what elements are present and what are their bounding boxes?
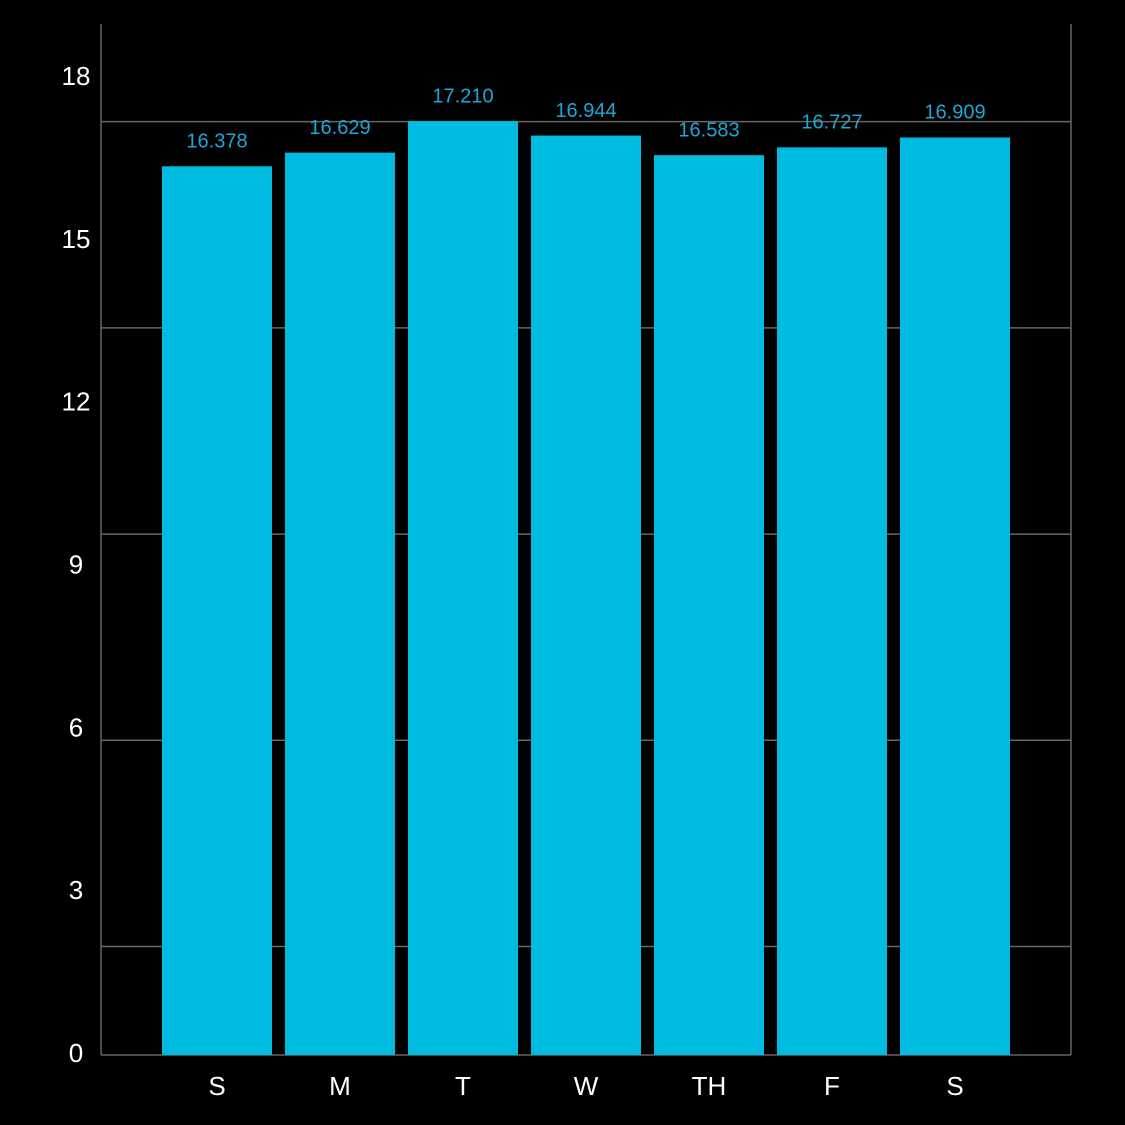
y-tick-label: 12 (62, 387, 91, 417)
x-tick-label: TH (692, 1071, 727, 1101)
bar (900, 137, 1010, 1056)
value-label: 16.909 (924, 102, 985, 124)
y-tick-label: 18 (62, 61, 91, 91)
value-label: 16.727 (801, 112, 862, 134)
bar (408, 121, 518, 1056)
x-tick-label: S (946, 1071, 963, 1101)
bar (531, 135, 641, 1055)
y-tick-label: 0 (69, 1038, 83, 1068)
x-tick-label: M (329, 1071, 351, 1101)
value-label: 17.210 (432, 85, 493, 107)
y-tick-label: 9 (69, 550, 83, 580)
bar (285, 152, 395, 1055)
y-tick-label: 6 (69, 712, 83, 742)
value-label: 16.629 (309, 117, 370, 139)
value-label: 16.944 (555, 100, 616, 122)
bar (777, 147, 887, 1056)
bar (654, 155, 764, 1055)
bar (162, 166, 272, 1055)
value-label: 16.378 (186, 131, 247, 153)
y-tick-label: 3 (69, 875, 83, 905)
x-tick-label: S (208, 1071, 225, 1101)
value-label: 16.583 (678, 119, 739, 141)
x-tick-label: T (455, 1071, 471, 1101)
y-tick-label: 15 (62, 224, 91, 254)
x-tick-label: F (824, 1071, 840, 1101)
x-tick-label: W (574, 1071, 599, 1101)
